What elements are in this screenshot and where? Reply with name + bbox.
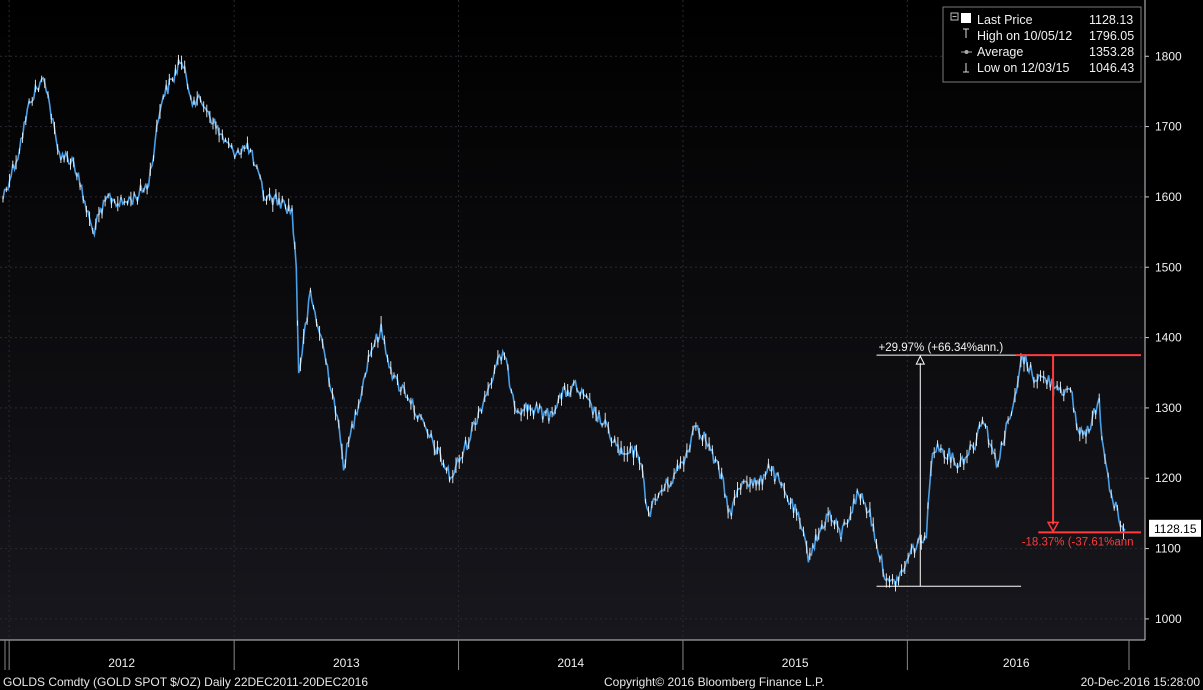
price-series: [2, 54, 1126, 592]
legend: Last Price 1128.13 High on 10/05/12 1796…: [942, 6, 1142, 83]
y-axis: 1000 1100 1200 1300 1400 1500 1600 1700 1800: [1145, 49, 1182, 626]
legend-label-high: High on 10/05/12: [977, 29, 1072, 43]
x-tick-label: 2013: [333, 656, 360, 670]
legend-value-high: 1796.05: [1089, 29, 1134, 43]
last-price-value: 1128.15: [1154, 522, 1197, 536]
x-tick-label: 2015: [782, 656, 809, 670]
down-move-label: -18.37% (-37.61%ann: [1022, 536, 1134, 548]
y-tick-label: 1400: [1155, 331, 1182, 345]
y-tick-label: 1800: [1155, 49, 1182, 63]
x-tick-label: 2012: [108, 656, 135, 670]
up-arrow-icon: [915, 355, 926, 365]
last-price-box: [1149, 519, 1201, 537]
y-tick-label: 1600: [1155, 190, 1182, 204]
annotations: +29.97% (+66.34%ann.) -18.37% (-37.61%ann: [876, 342, 1141, 587]
legend-collapse-icon[interactable]: [950, 12, 959, 21]
legend-box: [942, 6, 1142, 83]
y-tick-label: 1300: [1155, 401, 1182, 415]
footer: GOLDS Comdty (GOLD SPOT $/OZ) Daily 22DE…: [3, 675, 1200, 689]
x-tick-label: 2016: [1003, 656, 1030, 670]
footer-security-info: GOLDS Comdty (GOLD SPOT $/OZ) Daily 22DE…: [3, 675, 368, 689]
plot-background: [0, 0, 1145, 640]
y-tick-label: 1200: [1155, 471, 1182, 485]
last-price-tag: 1128.15: [1149, 519, 1201, 537]
y-tick-label: 1000: [1155, 612, 1182, 626]
legend-value-last-price: 1128.13: [1089, 13, 1133, 27]
footer-copyright: Copyright© 2016 Bloomberg Finance L.P.: [604, 675, 825, 689]
down-arrow-icon: [1046, 521, 1060, 533]
low-marker-icon: [963, 63, 969, 73]
y-tick-label: 1100: [1155, 542, 1181, 556]
legend-label-average: Average: [977, 45, 1023, 59]
daily-range-wicks: [2, 54, 1124, 592]
average-marker-icon: [961, 50, 972, 54]
x-axis: 2012 2013 2014 2015 2016: [4, 640, 1130, 670]
x-tick-label: 2014: [557, 656, 584, 670]
y-tick-label: 1500: [1155, 260, 1182, 274]
last-price-swatch-icon: [961, 13, 971, 23]
legend-label-last-price: Last Price: [977, 13, 1033, 27]
legend-value-low: 1046.43: [1089, 61, 1134, 75]
legend-value-average: 1353.28: [1089, 45, 1134, 59]
legend-label-low: Low on 12/03/15: [977, 61, 1069, 75]
footer-timestamp: 20-Dec-2016 15:28:00: [1081, 675, 1201, 689]
high-marker-icon: [963, 28, 969, 38]
price-line: [2, 57, 1126, 587]
y-tick-label: 1700: [1155, 120, 1182, 134]
gridlines: [0, 0, 1145, 640]
up-move-label: +29.97% (+66.34%ann.): [879, 342, 1004, 354]
